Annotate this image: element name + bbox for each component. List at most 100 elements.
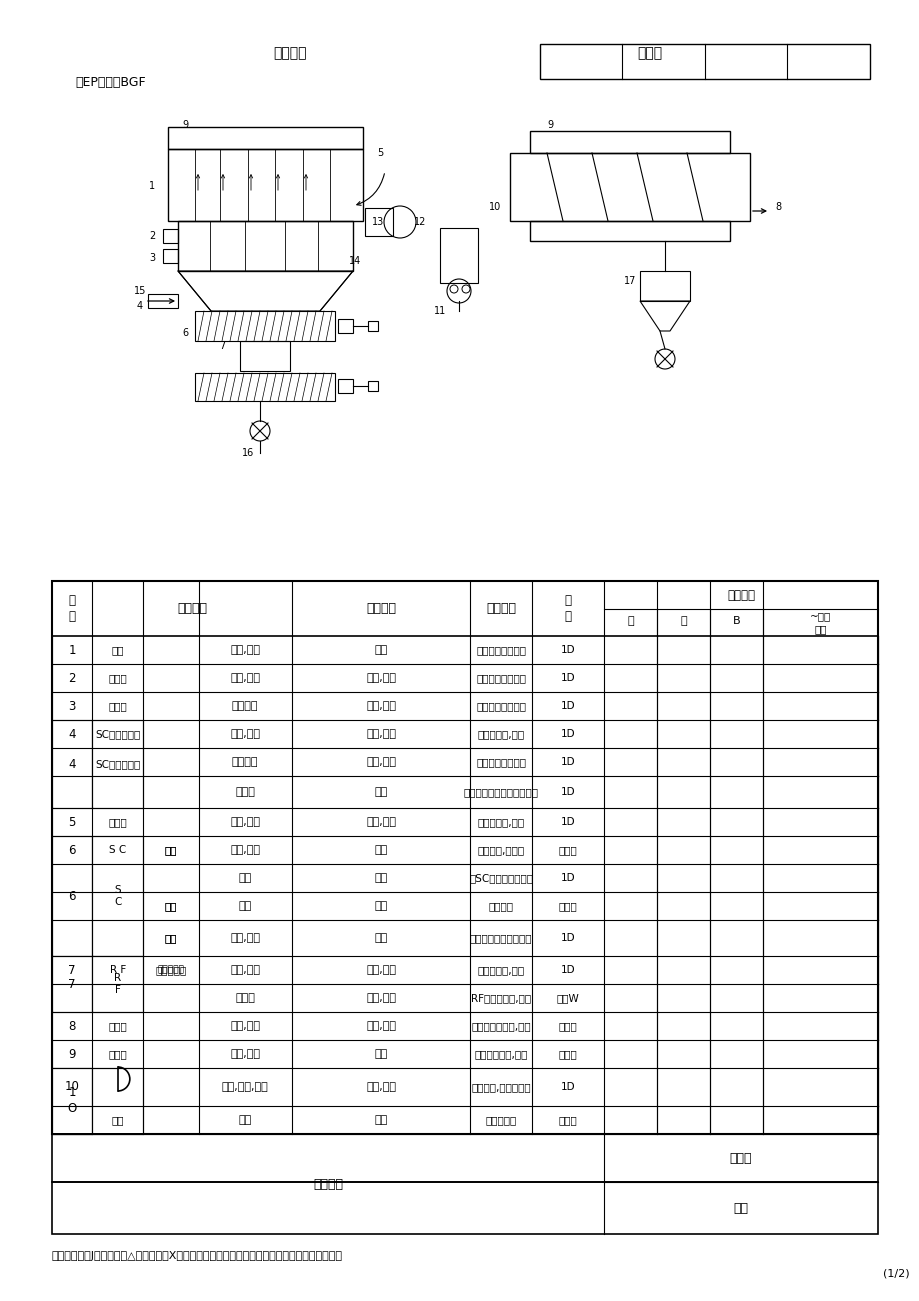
Text: 窑EP灰仓顶BGF: 窑EP灰仓顶BGF [75,77,145,90]
Text: 1D: 1D [560,965,574,974]
Text: 10: 10 [488,202,501,212]
Text: 耳听,目视: 耳听,目视 [366,1082,396,1092]
Text: 是否有异音,振动: 是否有异音,振动 [477,817,524,827]
Text: SC电机减速机: SC电机减速机 [95,729,141,739]
Text: 月: 月 [680,617,686,626]
Text: 1: 1 [68,1086,76,1099]
Text: 敲击,目视: 敲击,目视 [366,1021,396,1030]
Text: 是否有开裂变形处: 是否有开裂变形处 [475,645,526,654]
Bar [93,721,142,808]
Text: 手触: 手触 [374,873,387,883]
Text: 是否磨损: 是否磨损 [488,902,513,911]
Text: 各SC温度是否异常局: 各SC温度是否异常局 [469,873,532,883]
Text: 目视,听音: 目视,听音 [366,673,396,683]
Bar [640,271,689,301]
Text: 挡板: 挡板 [111,1115,124,1125]
Text: 地脚螺栓: 地脚螺栓 [232,757,258,768]
Text: 9: 9 [182,120,187,130]
Text: 10: 10 [64,1081,80,1094]
Text: 6: 6 [182,328,187,338]
Bar [240,341,289,371]
Text: 叶片: 叶片 [165,902,177,911]
Bar [337,319,353,333]
Text: 1D: 1D [560,1082,574,1092]
Text: 8: 8 [68,1020,75,1033]
Bar [52,582,877,1134]
Text: 听声是否有积灰,磨漏: 听声是否有积灰,磨漏 [471,1021,530,1030]
Text: 润滑,密封: 润滑,密封 [230,933,260,943]
Text: 目视,测量: 目视,测量 [366,993,396,1003]
Text: 15: 15 [133,286,146,297]
Text: 点检方法: 点检方法 [366,602,396,615]
Text: 检修时: 检修时 [558,846,577,855]
Text: 异常时: 异常时 [558,1021,577,1030]
Bar [529,221,729,241]
Text: 4: 4 [68,727,76,740]
Text: 磨耗,磨漏: 磨耗,磨漏 [230,846,260,855]
Text: R F: R F [109,965,126,974]
Bar [93,1068,142,1133]
Bar [439,228,478,284]
Text: 1: 1 [149,181,155,191]
Text: 周
期: 周 期 [564,595,571,622]
Text: 端盖: 端盖 [165,933,177,943]
Text: 检修时: 检修时 [558,1115,577,1125]
Text: 动作,润滑,异音: 动作,润滑,异音 [221,1082,268,1092]
Text: 点检时间: 点检时间 [726,589,754,602]
Bar [92,719,143,808]
Text: SC电机减速机: SC电机减速机 [95,758,141,769]
Bar [52,719,92,808]
Text: 异音,震动: 异音,震动 [230,817,260,827]
Text: 6: 6 [68,843,76,856]
Text: 电机减速机: 电机减速机 [157,965,184,974]
Text: 年: 年 [627,617,633,626]
Text: 开裂,变形: 开裂,变形 [230,645,260,654]
Text: 3: 3 [68,700,75,713]
Text: 目视: 目视 [374,846,387,855]
Text: (1/2): (1/2) [882,1268,909,1279]
Text: 目视: 目视 [374,1115,387,1125]
Text: RF是否有磨损,板结: RF是否有磨损,板结 [471,993,530,1003]
Text: 关闭,磨损: 关闭,磨损 [230,1049,260,1059]
Text: 轴承润滑密封是否正常: 轴承润滑密封是否正常 [470,933,532,943]
Text: 目视,听音: 目视,听音 [366,817,396,827]
Text: 磨损: 磨损 [238,1115,252,1125]
Text: 温度: 温度 [238,873,252,883]
Text: 目视: 目视 [374,1049,387,1059]
Text: 16: 16 [242,448,254,458]
Text: 1D: 1D [560,757,574,768]
Text: 是否异音,震动，油量: 是否异音,震动，油量 [471,1082,530,1092]
Text: 班长: 班长 [732,1202,748,1215]
Text: 1D: 1D [560,873,574,883]
Text: 目视: 目视 [374,933,387,943]
Text: 6: 6 [68,890,76,903]
Text: 4: 4 [68,757,76,770]
Bar [168,127,363,150]
Text: 12: 12 [414,217,425,226]
Text: 磨耗: 磨耗 [238,902,252,911]
Bar [365,208,392,235]
Bar [52,956,92,1011]
Text: 异音,振动: 异音,振动 [230,729,260,739]
Text: 1D: 1D [560,729,574,739]
Text: 1D: 1D [560,933,574,943]
Text: 电机减速机: 电机减速机 [155,965,187,974]
Text: 异常时: 异常时 [558,1049,577,1059]
Bar [368,381,378,392]
Text: 9: 9 [68,1047,76,1060]
Text: 是否有异音,震动: 是否有异音,震动 [477,965,524,974]
Text: 3: 3 [149,252,155,263]
Text: 壳体: 壳体 [165,846,177,855]
Text: 11: 11 [434,306,446,316]
Text: 故障W: 故障W [556,993,579,1003]
Text: 是否有异音,振动: 是否有异音,振动 [477,729,524,739]
Text: 2: 2 [149,232,155,241]
Text: 1D: 1D [560,787,574,798]
Text: 14: 14 [348,256,361,265]
Text: 1: 1 [68,644,76,657]
Text: 连轴器: 连轴器 [108,817,127,827]
Text: 特记寻限: 特记寻限 [312,1177,343,1190]
Text: 入风管: 入风管 [108,701,127,712]
Text: 生产部: 生产部 [637,46,662,60]
Text: O: O [67,1102,76,1115]
